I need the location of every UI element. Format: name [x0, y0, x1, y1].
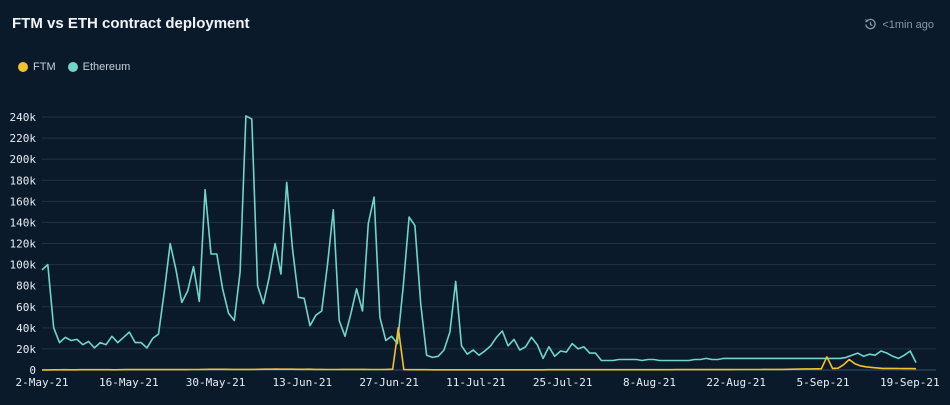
- x-tick-label: 2-May-21: [16, 376, 69, 389]
- y-tick-label: 100k: [10, 259, 37, 272]
- legend-item-ftm[interactable]: FTM: [18, 61, 56, 73]
- y-tick-label: 20k: [16, 343, 36, 356]
- x-tick-label: 27-Jun-21: [359, 376, 419, 389]
- x-tick-label: 11-Jul-21: [446, 376, 506, 389]
- legend-item-ethereum[interactable]: Ethereum: [67, 61, 131, 73]
- y-tick-label: 80k: [16, 280, 36, 293]
- legend-swatch-ftm: [18, 62, 28, 72]
- y-tick-label: 220k: [10, 132, 37, 145]
- chart-legend: FTM Ethereum: [18, 61, 130, 73]
- legend-swatch-ethereum: [67, 62, 78, 72]
- x-tick-label: 16-May-21: [99, 376, 159, 389]
- x-tick-label: 5-Sep-21: [797, 376, 850, 389]
- y-tick-label: 200k: [10, 153, 37, 166]
- y-tick-label: 120k: [10, 238, 37, 251]
- y-tick-label: 140k: [10, 216, 37, 229]
- x-tick-label: 13-Jun-21: [273, 376, 333, 389]
- y-tick-label: 60k: [16, 301, 36, 314]
- y-tick-label: 40k: [16, 322, 36, 335]
- y-tick-label: 180k: [10, 174, 37, 187]
- series-line-ftm[interactable]: [42, 326, 917, 371]
- legend-label-ethereum: Ethereum: [82, 61, 131, 73]
- y-tick-label: 160k: [10, 195, 37, 208]
- series-layer: [41, 115, 917, 371]
- legend-label-ftm: FTM: [33, 61, 56, 73]
- chart-title: FTM vs ETH contract deployment: [12, 15, 250, 32]
- last-updated-text: <1min ago: [882, 18, 934, 31]
- x-tick-label: 30-May-21: [186, 376, 246, 389]
- series-line-ethereum[interactable]: [41, 115, 917, 363]
- y-tick-label: 0: [29, 364, 36, 377]
- axis-layer: 0 20k 40k 60k 80k 100k 120k 140k 160k 180k 200k 220…: [10, 111, 940, 389]
- x-tick-label: 22-Aug-21: [706, 376, 766, 389]
- x-tick-label: 25-Jul-21: [533, 376, 593, 389]
- refresh-clock-icon: [865, 18, 877, 30]
- grid-layer: [42, 116, 936, 371]
- y-tick-label: 240k: [10, 111, 37, 124]
- x-tick-label: 19-Sep-21: [880, 376, 940, 389]
- x-tick-label: 8-Aug-21: [623, 376, 676, 389]
- refresh-status[interactable]: <1min ago: [864, 18, 934, 31]
